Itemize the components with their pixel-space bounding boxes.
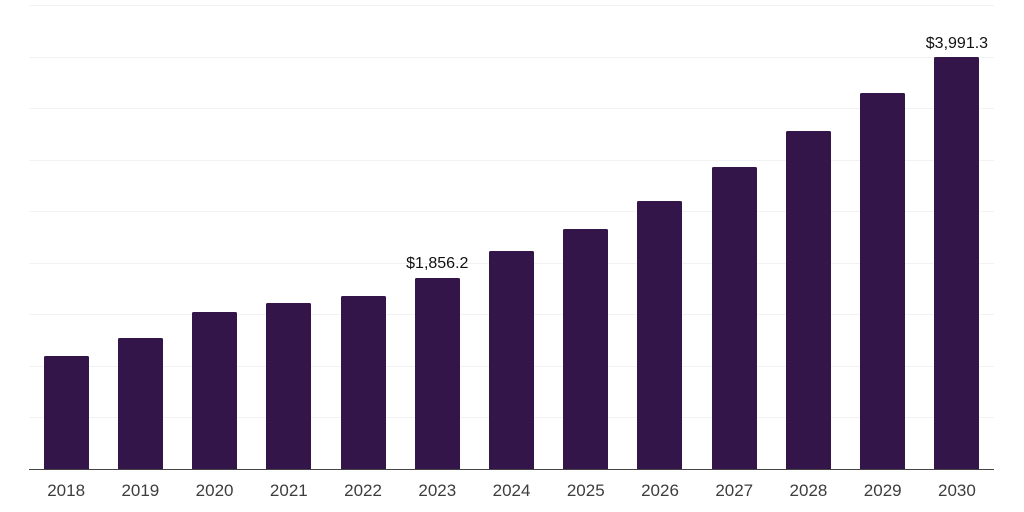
- bar-2022: [340, 295, 386, 469]
- bar-2030: $3,991.3: [926, 35, 988, 469]
- x-tick-label-2020: 2020: [195, 481, 234, 500]
- bar-band-2022: [326, 5, 400, 469]
- bar-band-2023: $1,856.2: [400, 5, 474, 469]
- plot-area: $1,856.2 $3,991.3: [29, 5, 994, 470]
- x-tick-label-2026: 2026: [641, 481, 679, 500]
- data-label-2023: $1,856.2: [406, 255, 469, 273]
- bar-2019: [117, 338, 163, 469]
- x-axis: 2018 2019 2020 2021 2022 2023 2024 2025 2026 2027…: [29, 480, 994, 502]
- bar-band-2020: [177, 5, 251, 469]
- x-tick-label-2030: 2030: [938, 481, 976, 500]
- bar-2024: [489, 250, 535, 469]
- x-tick-label-2029: 2029: [863, 481, 902, 500]
- x-tick-label-2022: 2022: [344, 481, 382, 500]
- x-tick-label-2027: 2027: [715, 481, 754, 500]
- x-tick-label-2021: 2021: [269, 481, 308, 500]
- bar-band-2029: [846, 5, 920, 469]
- x-tick-label-2023: 2023: [418, 481, 457, 500]
- bar-2028: [785, 131, 831, 469]
- bar-2025: [563, 228, 609, 469]
- bar-2023: $1,856.2: [406, 255, 468, 469]
- x-tick-label-2018: 2018: [47, 481, 86, 500]
- bar-band-2028: [771, 5, 845, 469]
- bar-band-2019: [103, 5, 177, 469]
- bar-2029: [860, 93, 906, 469]
- bar-2020: [192, 311, 238, 469]
- bar-band-2026: [623, 5, 697, 469]
- x-tick-label-2025: 2025: [566, 481, 605, 500]
- bar-band-2021: [252, 5, 326, 469]
- bars-container: $1,856.2 $3,991.3: [29, 5, 994, 469]
- bar-band-2025: [549, 5, 623, 469]
- bar-2026: [637, 200, 683, 469]
- x-tick-label-2024: 2024: [492, 481, 531, 500]
- bar-2027: [711, 167, 757, 469]
- x-tick-label-2019: 2019: [121, 481, 160, 500]
- data-label-2030: $3,991.3: [925, 34, 989, 52]
- bar-band-2027: [697, 5, 771, 469]
- bar-band-2024: [474, 5, 548, 469]
- bar-band-2018: [29, 5, 103, 469]
- x-tick-label-2028: 2028: [789, 481, 828, 500]
- bar-2021: [266, 303, 312, 469]
- bar-band-2030: $3,991.3: [920, 5, 994, 469]
- bar-2018: [43, 356, 89, 469]
